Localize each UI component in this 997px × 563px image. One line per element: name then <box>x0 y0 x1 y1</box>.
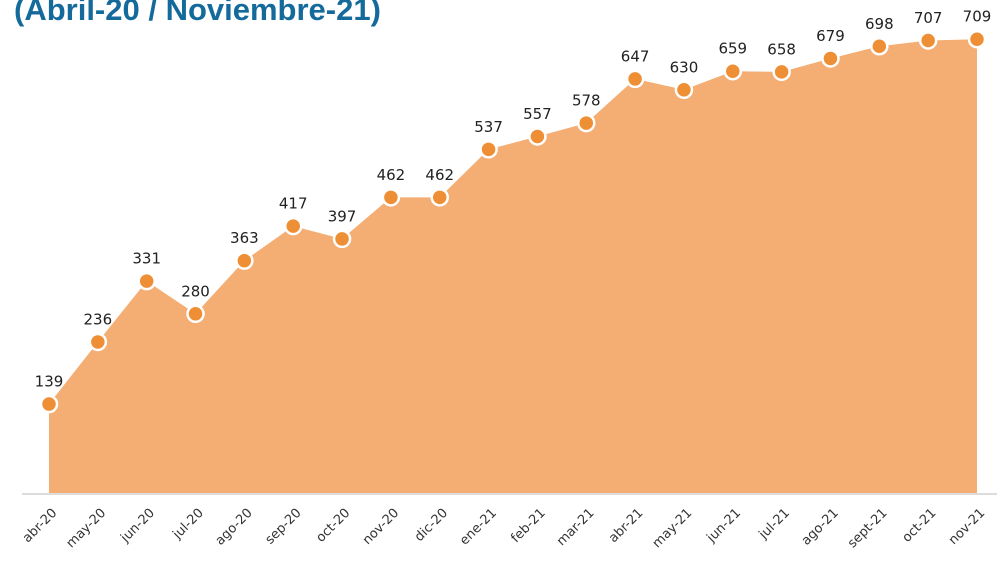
data-label: 417 <box>279 195 308 213</box>
data-label: 578 <box>572 92 601 110</box>
marker <box>283 216 303 236</box>
x-tick-label: feb-21 <box>508 506 548 546</box>
marker <box>235 251 254 270</box>
x-tick-label: jul-21 <box>756 506 793 543</box>
chart-title: (Abril-20 / Noviembre-21) <box>14 0 381 27</box>
x-tick-label: abr-20 <box>20 506 60 546</box>
x-tick-label: mar-21 <box>554 506 597 549</box>
data-label: 557 <box>523 105 552 123</box>
x-tick-label: oct-21 <box>900 506 940 546</box>
data-label: 709 <box>963 8 992 26</box>
data-label: 679 <box>816 27 845 45</box>
x-tick-label: nov-21 <box>946 506 988 548</box>
data-label: 363 <box>230 229 259 247</box>
marker <box>479 140 498 159</box>
x-tick-label: ago-20 <box>213 506 256 549</box>
marker <box>430 188 449 207</box>
data-label: 397 <box>328 207 357 225</box>
marker <box>674 80 694 100</box>
data-label: 537 <box>474 118 503 136</box>
data-label: 236 <box>84 310 113 328</box>
marker <box>625 69 645 89</box>
marker <box>528 127 547 146</box>
data-label: 462 <box>377 166 406 184</box>
x-tick-label: jul-20 <box>170 506 207 543</box>
marker <box>967 29 987 49</box>
x-tick-label: sept-21 <box>845 506 891 552</box>
data-label: 280 <box>181 282 210 300</box>
x-tick-label: abr-21 <box>606 506 646 546</box>
data-label: 647 <box>621 47 650 65</box>
x-tick-label: ene-21 <box>457 506 500 549</box>
marker <box>137 271 156 291</box>
marker <box>577 113 596 133</box>
x-tick-label: ago-21 <box>799 506 842 549</box>
x-tick-label: jun-21 <box>704 506 745 547</box>
data-label: 698 <box>865 15 894 33</box>
marker <box>821 49 840 68</box>
marker <box>870 37 889 56</box>
x-tick-label: sep-20 <box>263 506 305 548</box>
x-tick-label: may-21 <box>650 506 695 551</box>
data-label: 331 <box>132 250 161 268</box>
x-tick-label: dic-20 <box>412 506 451 545</box>
marker <box>381 188 401 207</box>
data-label: 139 <box>35 373 64 391</box>
marker <box>723 61 743 81</box>
data-label: 630 <box>670 58 699 76</box>
marker <box>918 31 938 50</box>
data-label: 462 <box>425 166 454 184</box>
data-label: 659 <box>718 40 747 58</box>
marker <box>186 304 205 324</box>
area <box>49 39 977 494</box>
x-tick-label: may-20 <box>64 506 109 551</box>
x-tick-label: oct-20 <box>313 506 353 546</box>
marker <box>332 229 352 249</box>
x-tick-label: jun-20 <box>117 506 158 547</box>
data-label: 658 <box>767 40 796 58</box>
marker <box>39 394 59 414</box>
x-tick-label: nov-20 <box>360 506 402 548</box>
marker <box>772 62 791 82</box>
data-label: 707 <box>914 9 943 27</box>
marker <box>88 332 108 352</box>
